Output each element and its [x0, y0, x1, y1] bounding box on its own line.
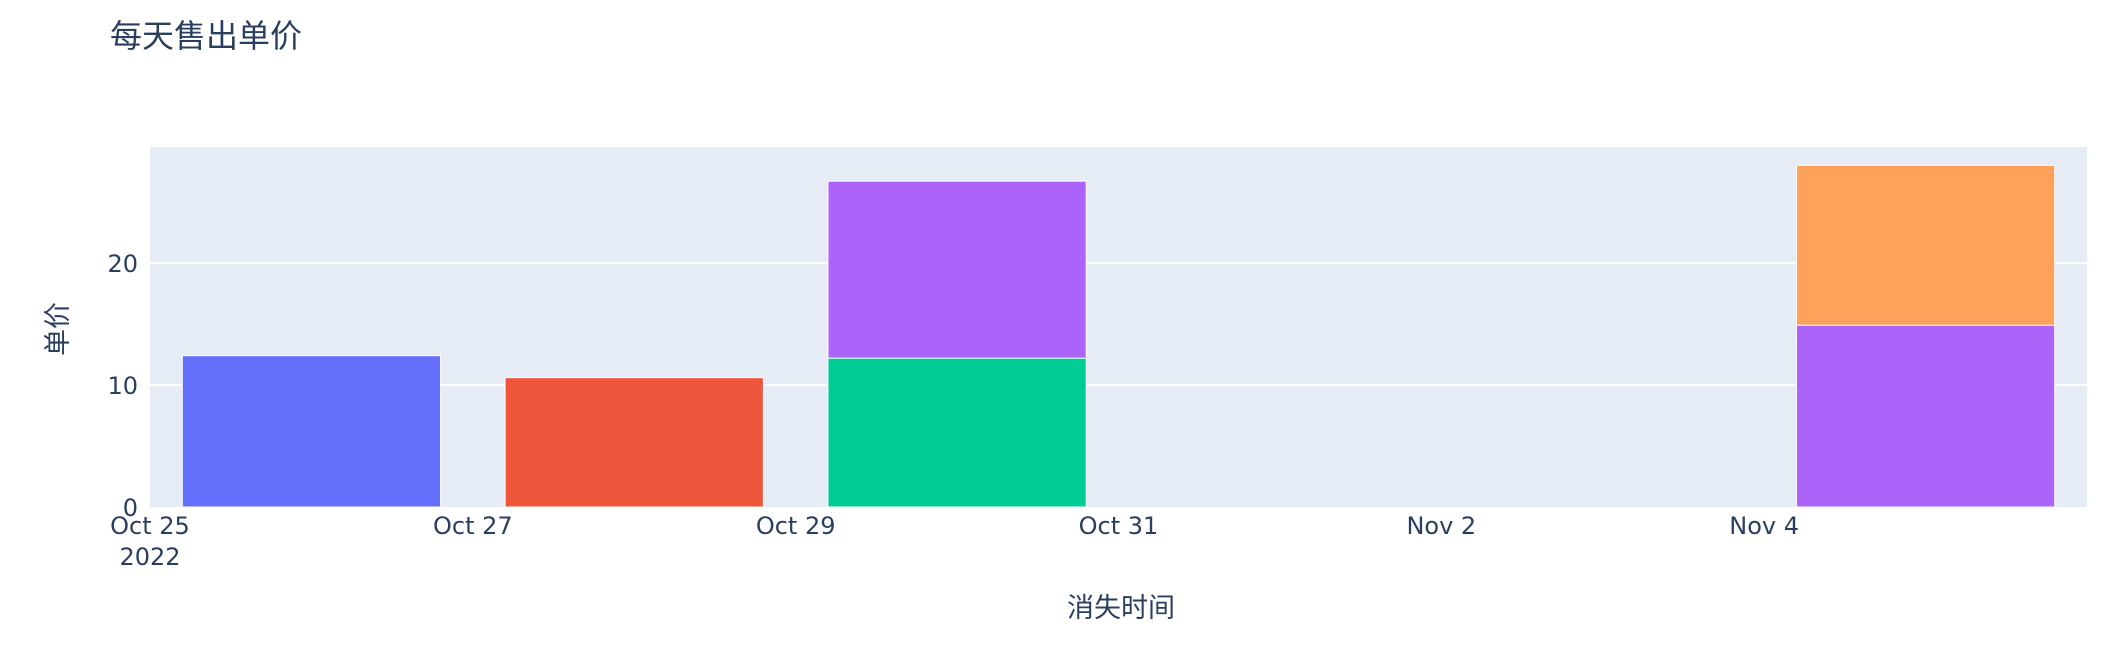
- bars: [181, 164, 2056, 508]
- bar-2022-10-30-3: [827, 180, 1087, 359]
- x-year-label: 2022: [119, 543, 180, 571]
- bar-2022-11-05-4: [1795, 324, 2056, 508]
- x-axis-ticks: Oct 25 Oct 27 Oct 29 Oct 31 Nov 2 Nov 4: [110, 512, 1799, 540]
- bar-2022-10-30-2: [827, 357, 1087, 508]
- x-tick-label: Nov 4: [1729, 512, 1799, 540]
- x-tick-label: Oct 27: [433, 512, 513, 540]
- plot-area: [150, 147, 2087, 507]
- x-tick-label: Oct 31: [1079, 512, 1159, 540]
- bar-2022-10-28-1: [504, 377, 764, 508]
- y-axis-title: 单价: [43, 302, 74, 356]
- gridlines: [150, 261, 2087, 386]
- chart-title: 每天售出单价: [110, 17, 302, 55]
- bar-2022-11-05-5: [1795, 164, 2056, 326]
- x-tick-label: Oct 25: [110, 512, 190, 540]
- bar-2022-10-26-0: [181, 355, 442, 508]
- x-axis-title: 消失时间: [1067, 593, 1175, 624]
- y-tick-label: 20: [107, 250, 138, 278]
- x-tick-label: Nov 2: [1406, 512, 1476, 540]
- y-tick-label: 0: [123, 494, 138, 522]
- y-axis-ticks: 0 10 20: [107, 250, 138, 522]
- y-tick-label: 10: [107, 372, 138, 400]
- x-tick-label: Oct 29: [756, 512, 836, 540]
